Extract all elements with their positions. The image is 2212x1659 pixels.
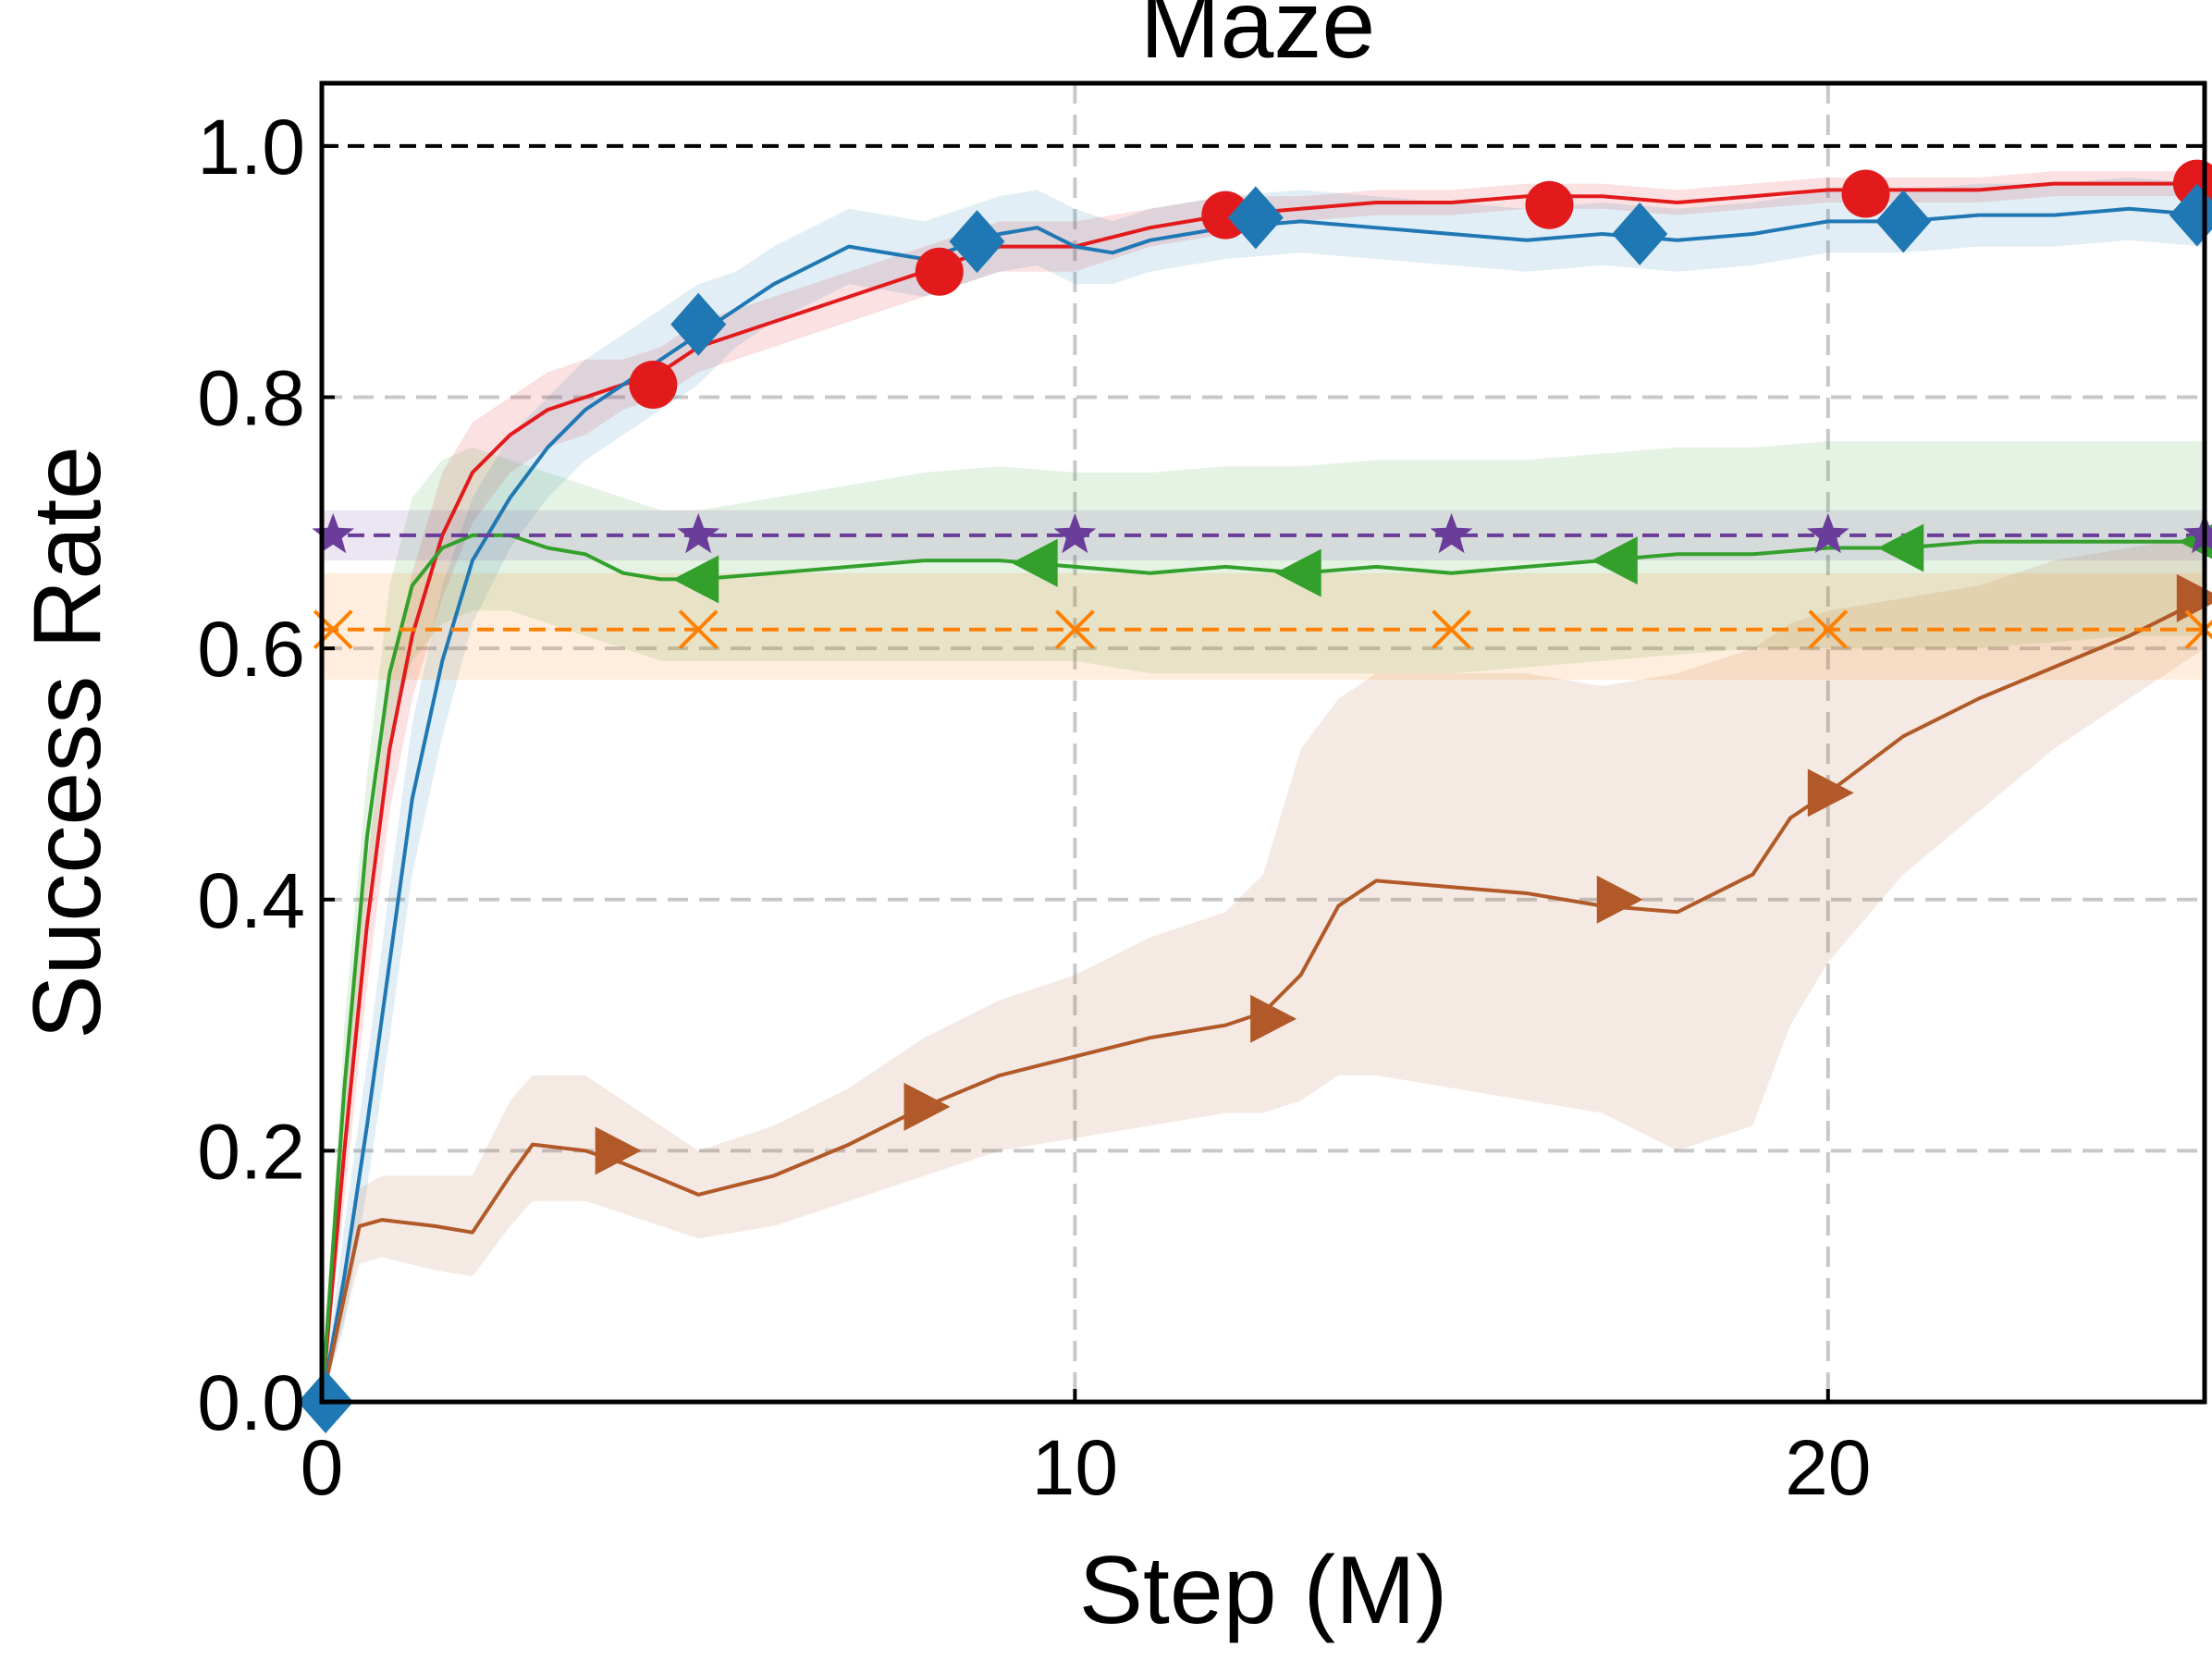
y-tick-label: 0.0 [197, 1359, 305, 1446]
y-tick-label: 1.0 [197, 104, 305, 190]
chart-title: Maze [1140, 0, 1375, 79]
marker-blue [949, 210, 1005, 274]
x-tick-label: 10 [1032, 1424, 1118, 1511]
marker-red [629, 360, 678, 409]
plot-frame [319, 80, 2207, 1405]
y-tick-label: 0.2 [197, 1108, 305, 1195]
marker-brown [903, 1082, 951, 1131]
y-axis-label: Success Rate [14, 446, 121, 1039]
y-tick-label: 0.6 [197, 606, 305, 693]
y-tick-label: 0.8 [197, 355, 305, 442]
marker-blue [670, 292, 727, 356]
band-orange [322, 572, 2205, 681]
marker-brown [595, 1126, 642, 1175]
marker-orange [1808, 609, 1849, 650]
marker-blue [1612, 202, 1668, 265]
marker-orange [678, 609, 719, 650]
x-tick-label: 0 [301, 1424, 344, 1511]
marker-purple [312, 512, 354, 554]
marker-purple [1807, 512, 1849, 554]
y-tick-label: 0.4 [197, 857, 305, 944]
x-tick-label: 20 [1785, 1424, 1871, 1511]
marker-blue [1227, 186, 1284, 250]
marker-green [1274, 548, 1321, 597]
y-axis-ticks: 0.0 0.2 0.4 0.6 0.8 1.0 [197, 104, 335, 1446]
marker-blue [2169, 183, 2212, 247]
line-blue [320, 206, 2206, 1403]
marker-green [1011, 538, 1058, 587]
marker-green [672, 555, 719, 604]
confidence-bands [322, 171, 2205, 1403]
line-green [320, 533, 2205, 1403]
x-axis-ticks: 0 10 20 [301, 1389, 1872, 1511]
marker-purple [1430, 512, 1473, 554]
marker-orange [1432, 609, 1472, 650]
band-brown [322, 535, 2205, 1402]
marker-brown [2176, 573, 2212, 622]
marker-purple [677, 512, 719, 554]
marker-red [1525, 180, 1574, 229]
marker-purple [1053, 512, 1097, 554]
marker-orange [1054, 609, 1095, 650]
marker-green [1591, 536, 1638, 585]
marker-brown [1807, 768, 1854, 817]
series-markers [298, 159, 2212, 1433]
x-axis-label: Step (M) [1079, 1537, 1448, 1644]
marker-blue [1875, 190, 1932, 253]
marker-red [1841, 169, 1890, 218]
marker-brown [1250, 994, 1297, 1043]
marker-red [915, 247, 964, 296]
marker-brown [1596, 875, 1643, 924]
marker-green [1877, 523, 1924, 572]
